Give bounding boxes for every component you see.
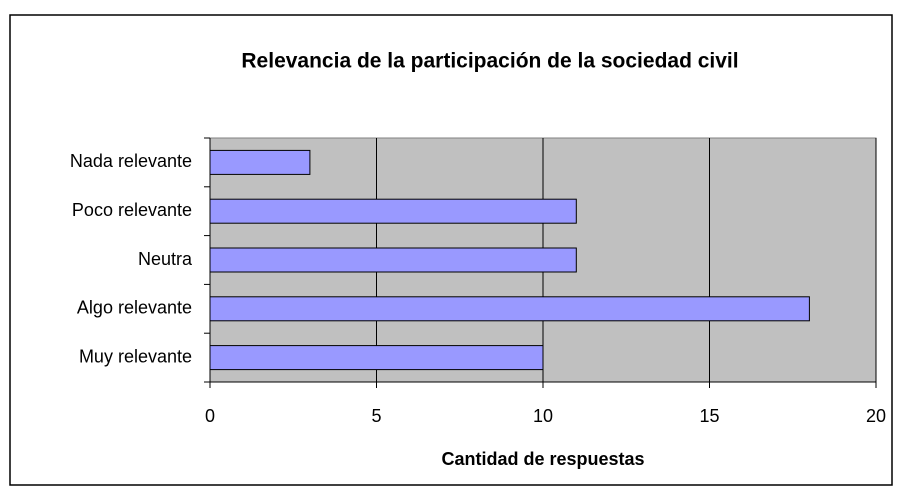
x-tick-label: 20 <box>866 406 886 426</box>
x-tick-label: 10 <box>533 406 553 426</box>
bar <box>209 296 810 322</box>
x-tick-label: 0 <box>205 406 215 426</box>
bar <box>209 198 577 224</box>
y-tick-label: Poco relevante <box>72 200 192 220</box>
bar <box>209 247 577 273</box>
x-tick-label: 15 <box>699 406 719 426</box>
chart-title: Relevancia de la participación de la soc… <box>241 50 738 73</box>
x-tick-label: 5 <box>371 406 381 426</box>
bar <box>209 345 544 371</box>
y-tick-label: Algo relevante <box>77 298 192 318</box>
y-tick-label: Nada relevante <box>70 151 192 171</box>
x-axis-title: Cantidad de respuestas <box>441 449 644 469</box>
bar <box>209 149 311 175</box>
y-tick-label: Muy relevante <box>79 346 192 366</box>
y-tick-label: Neutra <box>138 249 193 269</box>
